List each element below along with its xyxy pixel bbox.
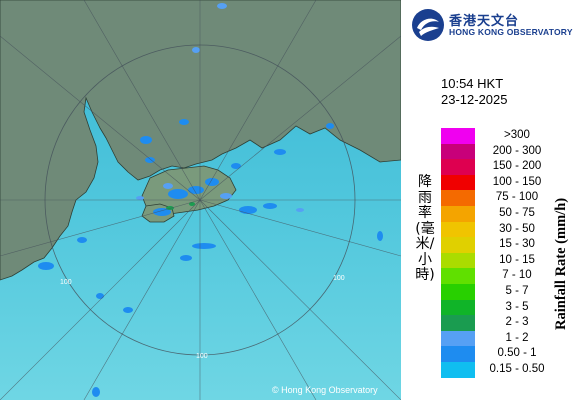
legend-label: 2 - 3 <box>505 316 529 329</box>
legend-swatch <box>441 330 475 347</box>
legend-swatch <box>441 206 475 222</box>
legend-swatch <box>441 346 475 362</box>
legend-label: 50 - 75 <box>499 207 535 219</box>
legend-label: 0.15 - 0.50 <box>489 363 545 375</box>
legend-panel: 香港天文台 HONG KONG OBSERVATORY 10:54 HKT 23… <box>401 0 577 400</box>
legend-label: 15 - 30 <box>499 238 535 251</box>
legend-swatch <box>441 159 475 175</box>
radial-lines <box>0 0 401 400</box>
legend-swatch <box>441 174 475 191</box>
legend-swatch <box>441 190 475 206</box>
legend-label: 200 - 300 <box>492 144 542 157</box>
legend-label: 10 - 15 <box>499 253 535 266</box>
legend-swatch <box>441 221 475 238</box>
legend-label: 100 - 150 <box>492 175 542 188</box>
legend-label: 7 - 10 <box>502 269 532 282</box>
legend-label: 1 - 2 <box>505 331 529 344</box>
rain-echoes-light <box>136 3 304 212</box>
legend-swatch <box>441 237 475 253</box>
legend-label: >300 <box>504 129 530 141</box>
org-name-cn: 香港天文台 <box>449 14 520 29</box>
legend-label: 3 - 5 <box>505 300 529 313</box>
radar-date: 23-12-2025 <box>441 92 508 107</box>
range-label-south: 100 <box>196 353 208 360</box>
radar-map: 100 100 100 <box>0 0 401 400</box>
legend-title-en: Rainfall Rate (mm/h) <box>553 197 569 330</box>
radar-time: 10:54 HKT <box>441 76 504 91</box>
range-label-west: 100 <box>60 279 72 286</box>
mainland-land <box>0 0 401 281</box>
legend-swatch <box>441 362 475 378</box>
legend-label: 30 - 50 <box>499 222 535 235</box>
hko-emblem-icon <box>412 9 444 41</box>
legend-label: 0.50 - 1 <box>497 347 537 360</box>
legend-label: 150 - 200 <box>492 160 542 173</box>
range-label-east: 100 <box>333 275 345 282</box>
observatory-logo: 香港天文台 HONG KONG OBSERVATORY <box>409 6 577 42</box>
legend-swatch <box>441 143 475 160</box>
legend-swatch <box>441 252 475 269</box>
legend-swatch <box>441 284 475 300</box>
legend-label: 75 - 100 <box>495 191 539 204</box>
legend-swatch <box>441 128 475 144</box>
copyright-notice: © Hong Kong Observatory <box>272 385 378 395</box>
legend-swatch <box>441 268 475 284</box>
legend-title-cn: 降雨率(毫米/小時) <box>415 174 435 283</box>
legend-label: 5 - 7 <box>505 285 529 297</box>
legend-swatch <box>441 299 475 316</box>
org-name-en: HONG KONG OBSERVATORY <box>449 27 573 37</box>
legend-swatch <box>441 315 475 331</box>
